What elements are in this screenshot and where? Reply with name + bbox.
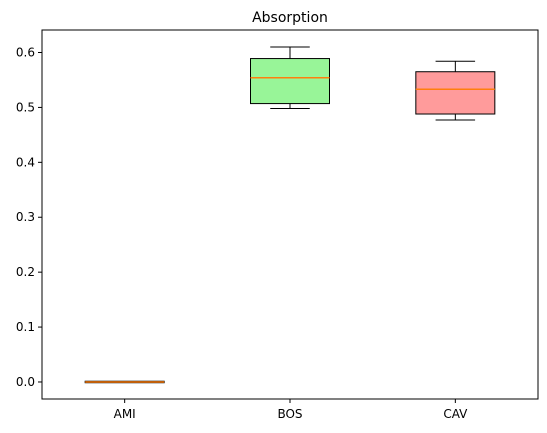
chart-title: Absorption: [252, 10, 328, 26]
y-tick-label: 0.2: [16, 265, 35, 279]
box-bos: [250, 58, 330, 105]
axes-frame: [41, 29, 539, 400]
x-tick-label: AMI: [114, 407, 136, 421]
y-tick-label: 0.5: [16, 100, 35, 114]
x-tick-label: CAV: [443, 407, 468, 421]
x-tick-label: BOS: [277, 407, 302, 421]
plot-area: 0.0 0.1 0.2 0.3 0.4 0.5 0.6 AMI BOS CAV: [16, 46, 496, 421]
y-tick-label: 0.6: [16, 46, 35, 60]
y-tick-label: 0.0: [16, 375, 35, 389]
box-cav: [415, 71, 496, 115]
y-tick-label: 0.1: [16, 320, 35, 334]
y-tick-label: 0.3: [16, 210, 35, 224]
y-tick-label: 0.4: [16, 155, 35, 169]
